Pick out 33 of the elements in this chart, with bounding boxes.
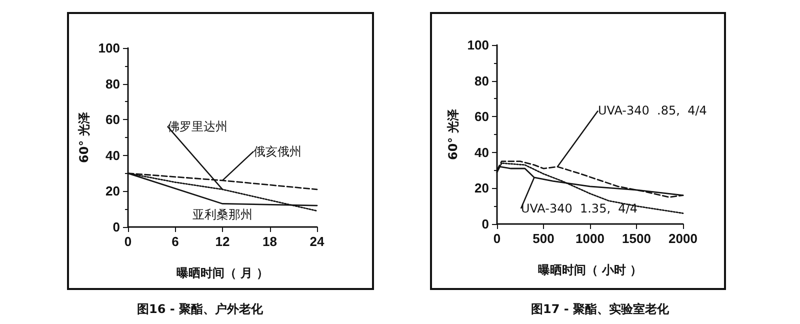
y-tick-label: 20: [474, 180, 489, 196]
x-tick-label: 0: [493, 231, 501, 246]
x-tick-label: 24: [310, 234, 325, 249]
x-tick-label: 1500: [622, 231, 651, 246]
series-label: 亚利桑那州: [192, 208, 252, 222]
y-tick-label: 80: [474, 73, 489, 88]
text: 图16 - 聚酯、户外老化: [136, 302, 264, 316]
y-tick-label: 100: [467, 38, 489, 52]
text: UVA-340 .85, 4/4: [598, 104, 707, 118]
series-label: UVA-340 1.35, 4/4: [520, 201, 638, 216]
x-tick-label: 2000: [668, 231, 698, 246]
text: 图17 - 聚酯、实验室老化: [530, 302, 670, 316]
text: 佛罗里达州: [168, 119, 228, 134]
y-axis-title: 60° 光泽: [77, 111, 91, 163]
x-axis-title: 曝晒时间（ 小时 ）: [538, 263, 642, 277]
y-axis-title: 60° 光泽: [446, 108, 460, 160]
y-tick-label: 20: [106, 184, 120, 199]
y-tick-label: 40: [474, 144, 489, 160]
x-tick-label: 18: [262, 234, 277, 249]
x-axis-title: 曝晒时间（ 月 ）: [176, 266, 269, 280]
text: 俄亥俄州: [254, 144, 302, 158]
x-tick-label: 12: [215, 234, 230, 249]
y-tick-label: 40: [106, 148, 120, 163]
x-tick-label: 500: [532, 231, 554, 246]
x-tick-label: 0: [124, 234, 132, 249]
y-tick-label: 0: [112, 220, 120, 234]
y-tick-label: 100: [98, 40, 120, 56]
y-tick-label: 60: [474, 109, 489, 124]
y-tick-label: 60: [106, 112, 120, 128]
y-tick-label: 80: [106, 76, 120, 92]
x-tick-label: 6: [172, 234, 179, 249]
x-tick-label: 1000: [576, 231, 604, 246]
y-tick-label: 0: [482, 216, 489, 232]
